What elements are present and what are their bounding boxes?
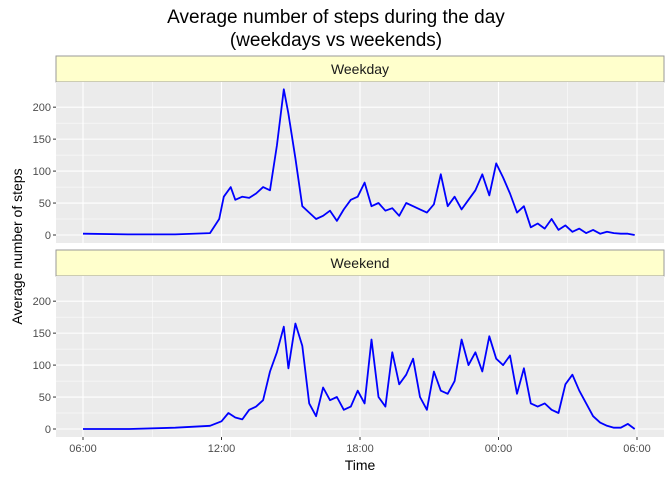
y-tick-label: 200 — [33, 102, 51, 114]
y-tick-label: 0 — [45, 230, 51, 242]
chart-subtitle: (weekdays vs weekends) — [229, 30, 443, 51]
y-tick-label: 100 — [33, 166, 51, 178]
facet-strip — [55, 55, 665, 83]
facet-label: Weekday — [331, 61, 389, 77]
x-tick-label: 18:00 — [346, 443, 374, 455]
y-tick-label: 50 — [39, 392, 51, 404]
y-tick-label: 0 — [45, 424, 51, 436]
series-line-weekend — [83, 322, 636, 430]
facet-label: Weekend — [331, 255, 390, 271]
series-line-weekday — [82, 88, 635, 236]
chart-title: Average number of steps during the day — [167, 7, 505, 28]
x-tick-label: 06:00 — [69, 443, 97, 455]
y-tick-label: 200 — [33, 296, 51, 308]
x-axis-title: Time — [345, 457, 376, 473]
x-tick-label: 06:00 — [623, 443, 651, 455]
y-axis-title: Average number of steps — [9, 168, 25, 324]
x-tick-label: 00:00 — [485, 443, 513, 455]
y-tick-label: 100 — [33, 360, 51, 372]
x-tick-label: 12:00 — [208, 443, 236, 455]
y-tick-label: 150 — [33, 328, 51, 340]
y-tick-label: 150 — [33, 134, 51, 146]
y-tick-label: 50 — [39, 198, 51, 210]
